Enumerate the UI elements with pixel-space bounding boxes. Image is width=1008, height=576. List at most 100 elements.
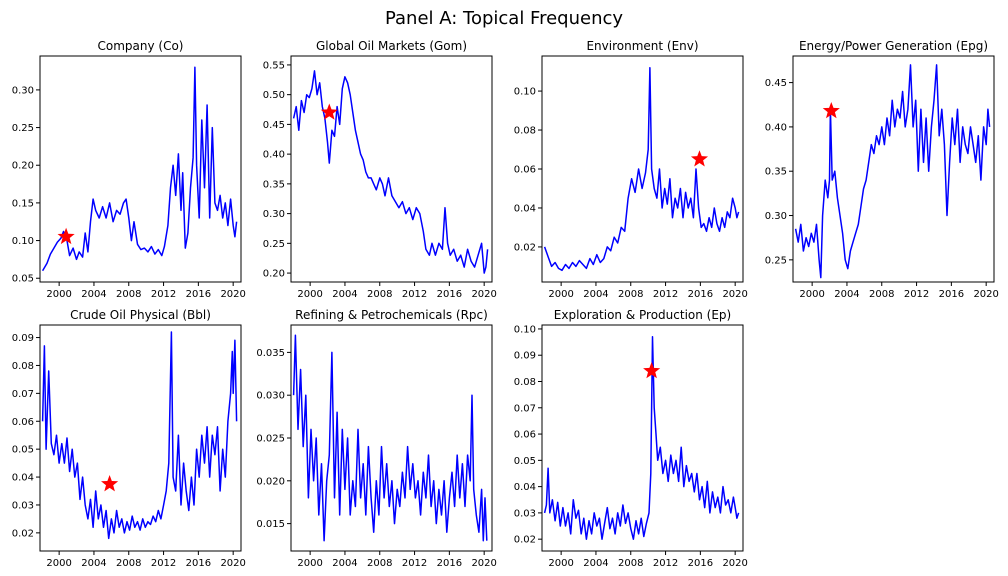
- y-tick-label: 0.025: [256, 434, 285, 445]
- x-tick-label: 2004: [332, 558, 357, 569]
- series-line: [794, 64, 991, 279]
- y-tick-label: 0.02: [514, 535, 536, 546]
- subplot-title: Crude Oil Physical (Bbl): [70, 308, 211, 322]
- y-tick-label: 0.10: [514, 324, 536, 335]
- x-tick-label: 2016: [688, 558, 713, 569]
- x-tick-label: 2008: [618, 289, 643, 300]
- axes-frame: [290, 324, 493, 552]
- y-tick-label: 0.10: [12, 236, 34, 247]
- x-tick-label: 2004: [81, 558, 106, 569]
- star-marker-icon: [320, 103, 338, 120]
- y-tick-label: 0.06: [514, 430, 536, 441]
- y-tick-label: 0.015: [256, 519, 285, 530]
- x-tick-label: 2016: [688, 289, 713, 300]
- y-tick-label: 0.04: [12, 473, 34, 484]
- series-line: [292, 70, 489, 274]
- x-tick-label: 2012: [904, 289, 929, 300]
- y-tick-label: 0.55: [263, 60, 285, 71]
- y-tick-label: 0.030: [256, 391, 285, 402]
- y-tick-label: 0.06: [12, 417, 34, 428]
- x-tick-label: 2012: [402, 558, 427, 569]
- x-tick-label: 2012: [151, 289, 176, 300]
- y-tick-label: 0.04: [514, 482, 536, 493]
- star-marker-icon: [822, 101, 840, 119]
- y-tick-label: 0.020: [256, 476, 285, 487]
- subplot-title: Exploration & Production (Ep): [554, 308, 731, 322]
- y-tick-label: 0.25: [263, 239, 285, 250]
- subplot-title: Global Oil Markets (Gom): [316, 39, 467, 53]
- x-tick-label: 2000: [297, 289, 322, 300]
- axes-frame: [541, 55, 744, 283]
- y-tick-label: 0.45: [765, 78, 787, 89]
- axes-frame: [39, 324, 242, 552]
- x-tick-label: 2008: [367, 289, 392, 300]
- y-tick-label: 0.09: [12, 333, 34, 344]
- x-tick-label: 2008: [869, 289, 894, 300]
- star-marker-icon: [690, 150, 709, 167]
- x-tick-label: 2000: [799, 289, 824, 300]
- series-line: [543, 66, 740, 272]
- x-tick-label: 2000: [46, 558, 71, 569]
- y-tick-label: 0.02: [514, 242, 536, 253]
- axes-frame: [792, 55, 995, 283]
- x-tick-label: 2020: [471, 558, 496, 569]
- x-tick-label: 2000: [548, 558, 573, 569]
- y-tick-label: 0.40: [263, 150, 285, 161]
- axes-frame: [290, 55, 493, 283]
- y-tick-label: 0.04: [514, 203, 536, 214]
- y-tick-label: 0.30: [263, 209, 285, 220]
- y-tick-label: 0.03: [12, 500, 34, 511]
- subplot-7: Exploration & Production (Ep) 2000 2004 200…: [514, 308, 748, 569]
- y-tick-label: 0.30: [12, 85, 34, 96]
- subplot-4: Energy/Power Generation (Epg) 2000 2004 200…: [765, 39, 999, 300]
- x-tick-label: 2008: [367, 558, 392, 569]
- x-tick-label: 2004: [834, 289, 859, 300]
- y-tick-label: 0.03: [514, 508, 536, 519]
- y-tick-label: 0.25: [12, 123, 34, 134]
- subplot-title: Company (Co): [98, 39, 184, 53]
- star-marker-icon: [643, 361, 661, 379]
- x-tick-label: 2004: [81, 289, 106, 300]
- x-tick-label: 2016: [186, 289, 211, 300]
- subplot-3: Environment (Env) 2000 2004 2008 2012 2016 202…: [514, 39, 748, 300]
- x-tick-label: 2004: [583, 558, 608, 569]
- y-tick-label: 0.05: [12, 274, 34, 285]
- y-tick-label: 0.09: [514, 351, 536, 362]
- x-tick-label: 2000: [297, 558, 322, 569]
- subplot-6: Refining & Petrochemicals (Rpc) 2000 2004 2…: [256, 308, 497, 569]
- y-tick-label: 0.05: [12, 445, 34, 456]
- series-line: [41, 66, 238, 272]
- y-tick-label: 0.06: [514, 165, 536, 176]
- y-tick-label: 0.035: [256, 348, 285, 359]
- subplot-5: Crude Oil Physical (Bbl) 2000 2004 2008 2012…: [12, 308, 246, 569]
- x-tick-label: 2020: [973, 289, 998, 300]
- y-tick-label: 0.08: [514, 377, 536, 388]
- series-line: [41, 331, 238, 540]
- x-tick-label: 2016: [186, 558, 211, 569]
- y-tick-label: 0.08: [514, 126, 536, 137]
- y-tick-label: 0.20: [12, 161, 34, 172]
- x-tick-label: 2004: [332, 289, 357, 300]
- x-tick-label: 2020: [220, 558, 245, 569]
- x-tick-label: 2004: [583, 289, 608, 300]
- y-tick-label: 0.15: [12, 198, 34, 209]
- x-tick-label: 2000: [548, 289, 573, 300]
- star-marker-icon: [101, 475, 119, 492]
- y-tick-label: 0.35: [765, 167, 787, 178]
- x-tick-label: 2020: [722, 289, 747, 300]
- star-marker-icon: [57, 227, 75, 245]
- y-tick-label: 0.40: [765, 122, 787, 133]
- x-tick-label: 2000: [46, 289, 71, 300]
- axes-frame: [39, 55, 242, 283]
- x-tick-label: 2008: [618, 558, 643, 569]
- x-tick-label: 2012: [653, 558, 678, 569]
- y-tick-label: 0.45: [263, 120, 285, 131]
- y-tick-label: 0.10: [514, 87, 536, 98]
- y-tick-label: 0.02: [12, 528, 34, 539]
- x-tick-label: 2020: [220, 289, 245, 300]
- x-tick-label: 2020: [722, 558, 747, 569]
- x-tick-label: 2008: [116, 289, 141, 300]
- y-tick-label: 0.07: [12, 389, 34, 400]
- subplot-2: Global Oil Markets (Gom) 2000 2004 2008 2012…: [263, 39, 497, 300]
